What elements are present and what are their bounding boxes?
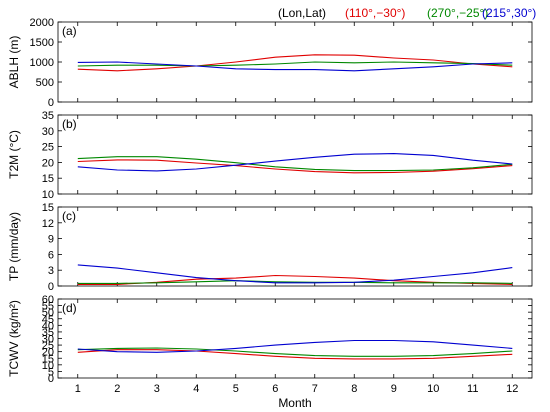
legend-entry-270-minus25: (270°,−25°) bbox=[427, 6, 488, 20]
y-tick-label: 55 bbox=[42, 301, 54, 313]
x-tick-label: 1 bbox=[75, 383, 81, 395]
y-tick-label: 0 bbox=[48, 281, 54, 293]
x-tick-label: 2 bbox=[114, 383, 120, 395]
panel-3: 0 3 6 9 12 15 (c) TP (mm/day) bbox=[7, 202, 533, 293]
y-tick-label: 15 bbox=[42, 173, 54, 185]
series-line-1 bbox=[77, 54, 513, 72]
y-tick-label: 60 bbox=[42, 294, 54, 306]
axes-frame bbox=[57, 298, 533, 379]
series-line-3 bbox=[77, 339, 513, 353]
x-tick-label: 8 bbox=[351, 383, 357, 395]
axes-frame bbox=[57, 206, 533, 287]
legend-entry-215-30: (215°,30°) bbox=[482, 6, 536, 20]
y-tick-label: 0 bbox=[48, 97, 54, 109]
y-tick-label: 10 bbox=[42, 360, 54, 372]
y-axis-label: TCWV (kg/m²) bbox=[7, 300, 21, 377]
panel-1: 0 500 1000 1500 2000 (a) ABLH (m) bbox=[7, 17, 533, 109]
x-tick-label: 9 bbox=[391, 383, 397, 395]
y-tick-label: 12 bbox=[42, 218, 54, 230]
y-tick-label: 10 bbox=[42, 189, 54, 201]
y-tick-label: 20 bbox=[42, 347, 54, 359]
legend: (Lon,Lat) (110°,−30°) (270°,−25°) (215°,… bbox=[278, 6, 536, 20]
y-tick-label: 15 bbox=[42, 202, 54, 214]
x-tick-label: 4 bbox=[193, 383, 199, 395]
panel-label: (d) bbox=[62, 301, 77, 315]
x-axis-label: Month bbox=[278, 396, 311, 410]
axes-frame bbox=[57, 21, 533, 103]
series-line-2 bbox=[77, 61, 513, 67]
panel-label: (a) bbox=[62, 24, 77, 38]
x-tick-label: 7 bbox=[312, 383, 318, 395]
y-tick-label: 40 bbox=[42, 320, 54, 332]
y-axis-label: ABLH (m) bbox=[7, 36, 21, 89]
x-tick-label: 5 bbox=[233, 383, 239, 395]
x-tick-label: 6 bbox=[272, 383, 278, 395]
y-tick-label: 9 bbox=[48, 234, 54, 246]
panel-label: (b) bbox=[62, 117, 77, 131]
y-tick-label: 0 bbox=[48, 373, 54, 385]
y-tick-label: 1500 bbox=[30, 37, 54, 49]
panel-label: (c) bbox=[62, 209, 76, 223]
y-tick-label: 2000 bbox=[30, 17, 54, 29]
series-line-2 bbox=[77, 156, 513, 172]
x-tick-label: 10 bbox=[427, 383, 439, 395]
y-tick-label: 5 bbox=[48, 366, 54, 378]
y-tick-label: 6 bbox=[48, 249, 54, 261]
y-tick-label: 1000 bbox=[30, 57, 54, 69]
y-tick-label: 50 bbox=[42, 307, 54, 319]
legend-entry-110-minus30: (110°,−30°) bbox=[345, 6, 405, 20]
y-tick-label: 25 bbox=[42, 142, 54, 154]
y-tick-label: 30 bbox=[42, 126, 54, 138]
y-tick-label: 500 bbox=[36, 77, 54, 89]
x-tick-label: 12 bbox=[506, 383, 518, 395]
y-tick-label: 15 bbox=[42, 353, 54, 365]
y-tick-label: 25 bbox=[42, 340, 54, 352]
x-tick-label: 11 bbox=[467, 383, 478, 395]
series-line-3 bbox=[77, 264, 513, 284]
y-tick-label: 20 bbox=[42, 157, 54, 169]
y-tick-label: 30 bbox=[42, 334, 54, 346]
y-axis-label: TP (mm/day) bbox=[7, 212, 21, 281]
y-tick-label: 35 bbox=[42, 327, 54, 339]
x-tick-label: 3 bbox=[154, 383, 160, 395]
series-line-3 bbox=[77, 61, 513, 72]
y-tick-label: 35 bbox=[42, 110, 54, 122]
panel-2: 10 15 20 25 30 35 (b) T2M (°C) bbox=[7, 110, 533, 201]
series-line-1 bbox=[77, 159, 513, 174]
series-line-1 bbox=[77, 349, 513, 360]
y-tick-label: 3 bbox=[48, 265, 54, 277]
y-tick-label: 45 bbox=[42, 314, 54, 326]
series-line-2 bbox=[77, 347, 513, 357]
series-line-3 bbox=[77, 153, 513, 172]
axes-frame bbox=[57, 114, 533, 195]
series-line-2 bbox=[77, 280, 513, 284]
legend-header: (Lon,Lat) bbox=[278, 6, 326, 20]
y-axis-label: T2M (°C) bbox=[7, 130, 21, 179]
